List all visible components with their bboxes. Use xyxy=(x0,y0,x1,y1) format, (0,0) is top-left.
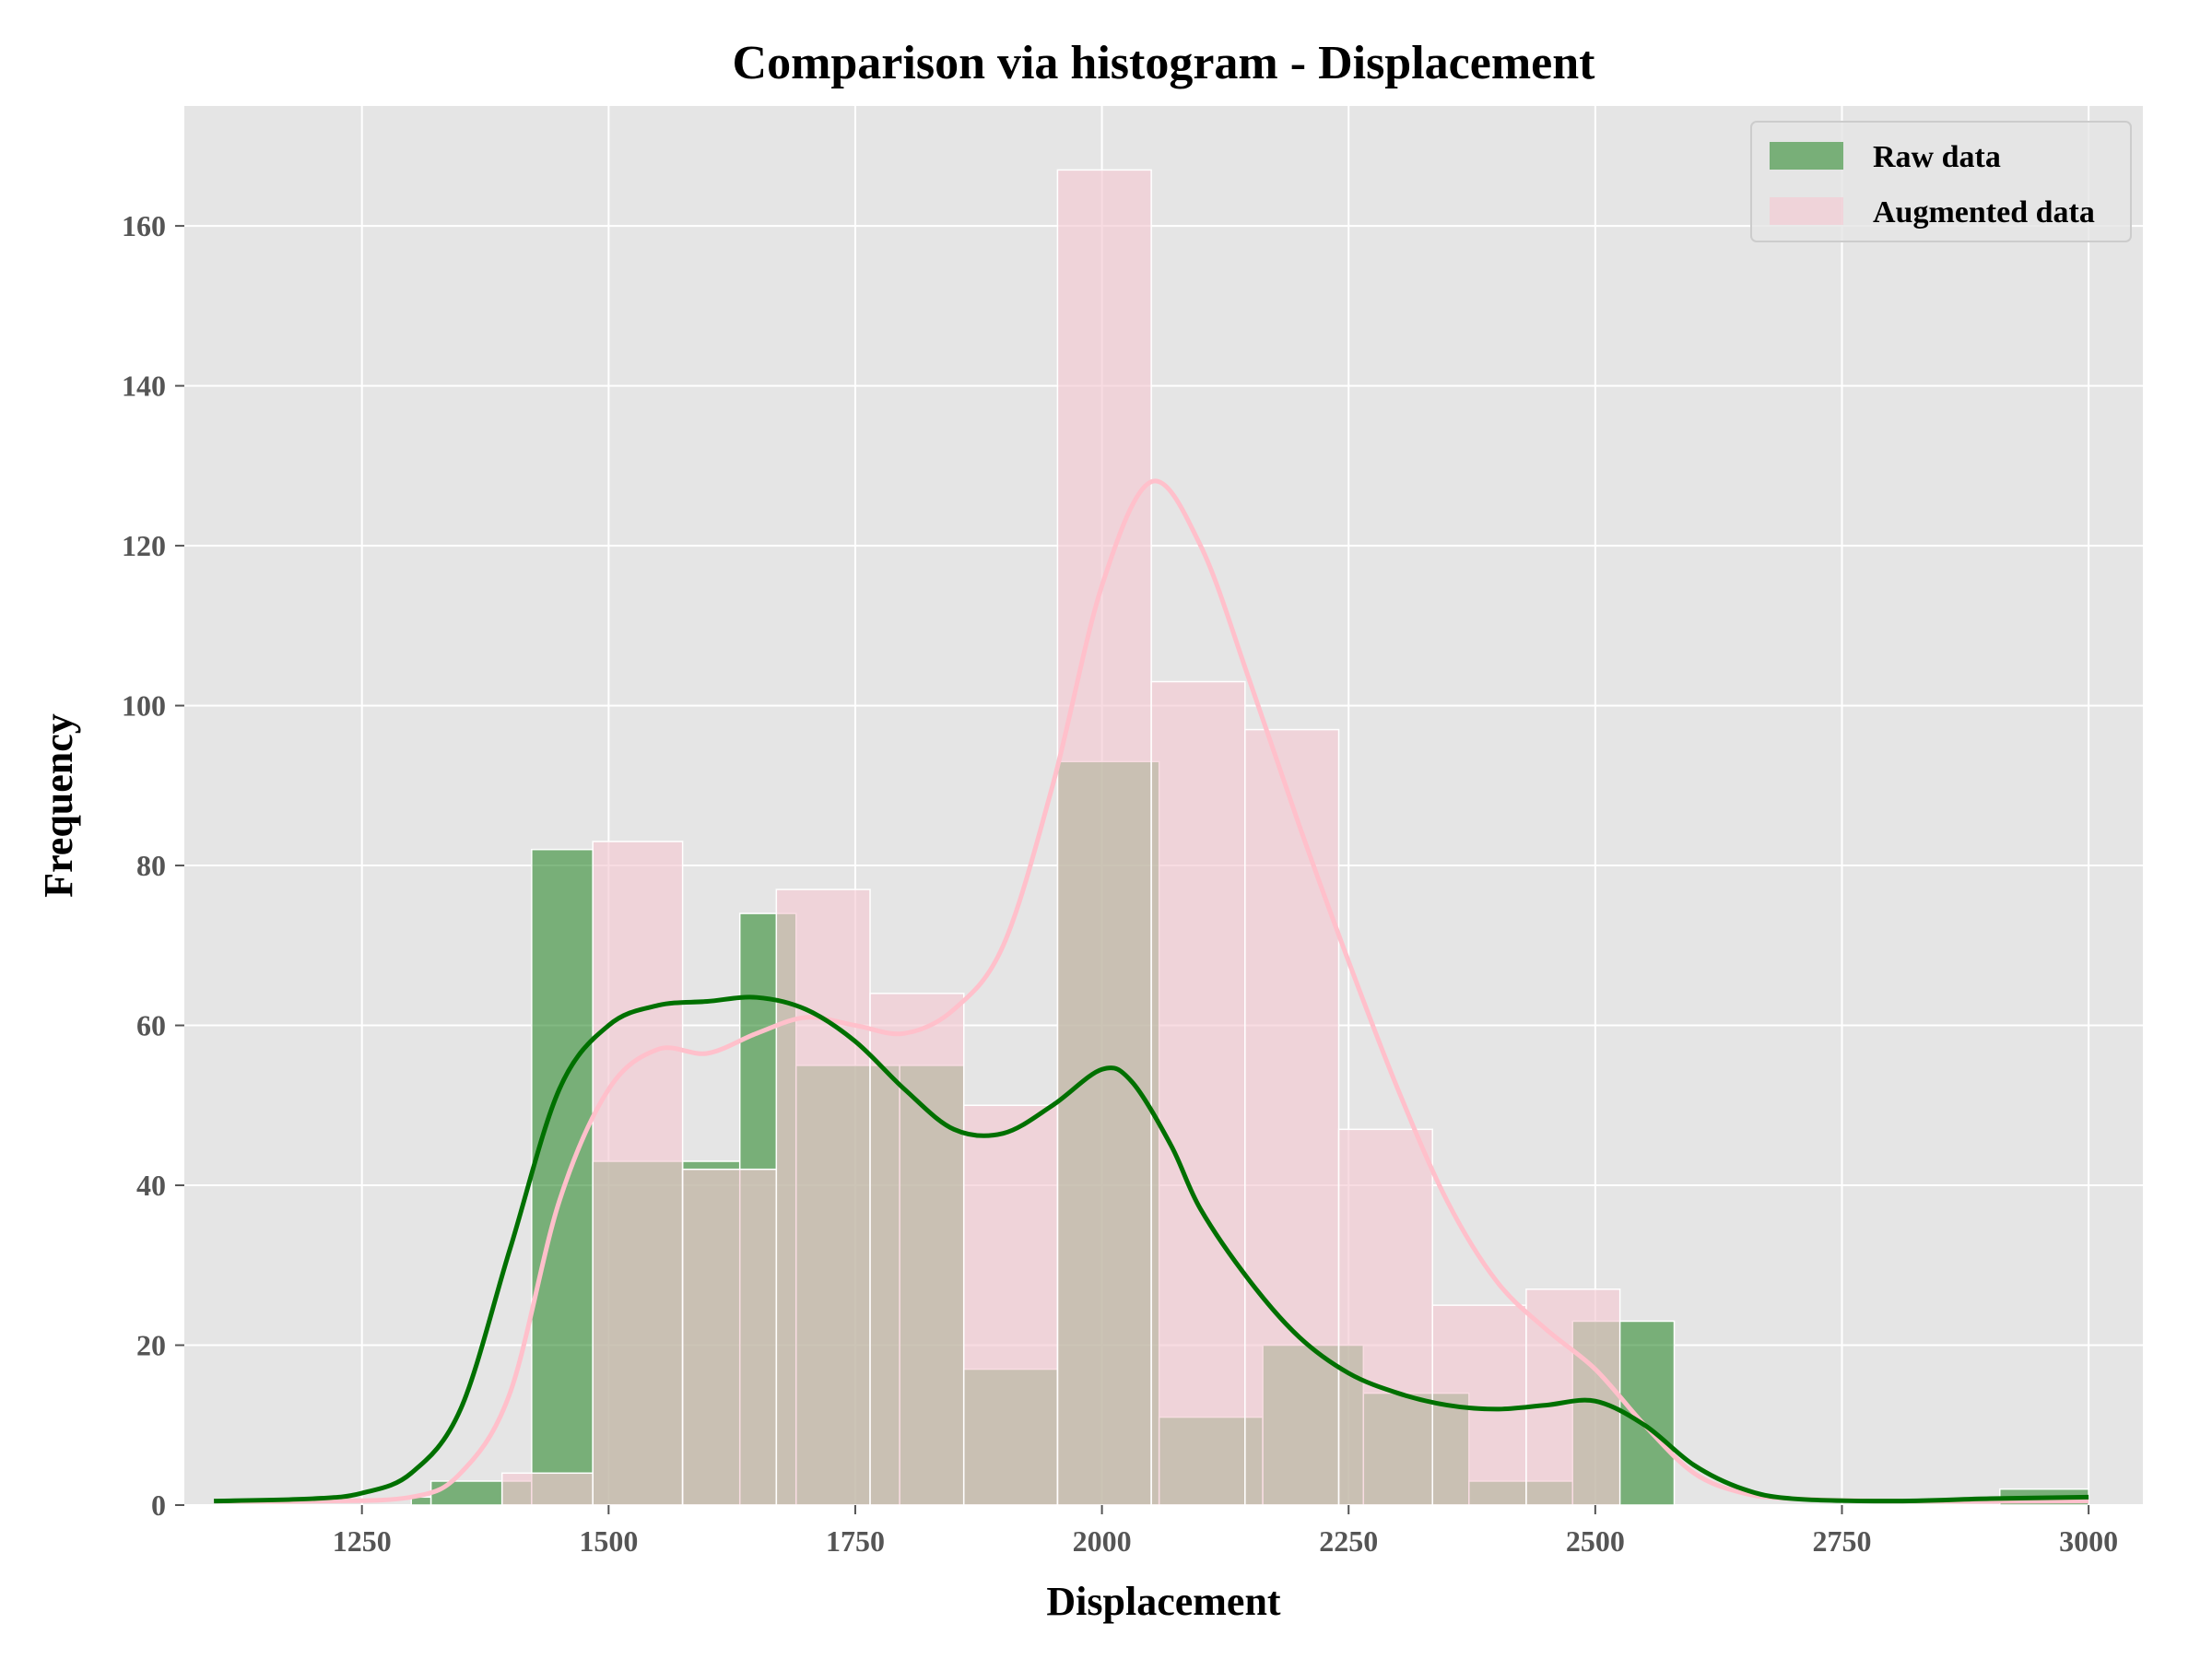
histogram-bar xyxy=(1337,1128,1433,1506)
y-axis-label: Frequency xyxy=(36,713,81,898)
x-tick-label: 1500 xyxy=(579,1524,638,1558)
histogram-bar xyxy=(1056,169,1152,1506)
histogram-bar xyxy=(1244,728,1340,1506)
x-tick-label: 1750 xyxy=(826,1524,885,1558)
kde-line xyxy=(214,994,2089,1504)
kde-line xyxy=(214,478,2089,1504)
y-tick-label: 120 xyxy=(122,529,166,562)
x-tick-label: 2250 xyxy=(1319,1524,1378,1558)
legend-box xyxy=(1750,121,2132,242)
legend: Raw data Augmented data xyxy=(1750,121,2132,242)
histogram-bar xyxy=(500,1472,594,1506)
x-tick-label: 2750 xyxy=(1812,1524,1871,1558)
histogram-bar xyxy=(775,888,871,1506)
histogram-bar xyxy=(592,841,684,1506)
x-tick-label: 3000 xyxy=(2059,1524,2118,1558)
histogram-bar xyxy=(1150,680,1246,1506)
x-axis-ticks: 1250 1500 1750 2000 2250 2500 2750 3000 xyxy=(333,1505,2118,1558)
legend-swatch xyxy=(1770,142,1843,170)
histogram-bar xyxy=(429,1480,503,1506)
kde-curves xyxy=(214,478,2089,1504)
legend-swatch xyxy=(1770,197,1843,225)
y-tick-label: 100 xyxy=(122,689,166,723)
histogram-bar xyxy=(681,1168,778,1506)
x-tick-label: 1250 xyxy=(333,1524,392,1558)
legend-label: Raw data xyxy=(1873,140,2001,174)
x-axis-label: Displacement xyxy=(1046,1579,1281,1624)
y-tick-label: 20 xyxy=(136,1329,166,1362)
x-tick-label: 2000 xyxy=(1073,1524,1132,1558)
histogram-bar xyxy=(962,1104,1059,1506)
histogram-bar xyxy=(869,993,965,1506)
y-tick-label: 140 xyxy=(122,370,166,403)
y-tick-label: 60 xyxy=(136,1009,166,1042)
y-tick-label: 40 xyxy=(136,1169,166,1202)
y-tick-label: 160 xyxy=(122,209,166,242)
x-tick-label: 2500 xyxy=(1566,1524,1625,1558)
histogram-bar xyxy=(531,848,594,1506)
y-tick-label: 0 xyxy=(151,1488,166,1522)
legend-label: Augmented data xyxy=(1873,195,2095,229)
chart-title: Comparison via histogram - Displacement xyxy=(733,37,1596,89)
y-tick-label: 80 xyxy=(136,849,166,882)
y-axis-ticks: 0 20 40 60 80 100 120 140 160 xyxy=(122,209,184,1522)
